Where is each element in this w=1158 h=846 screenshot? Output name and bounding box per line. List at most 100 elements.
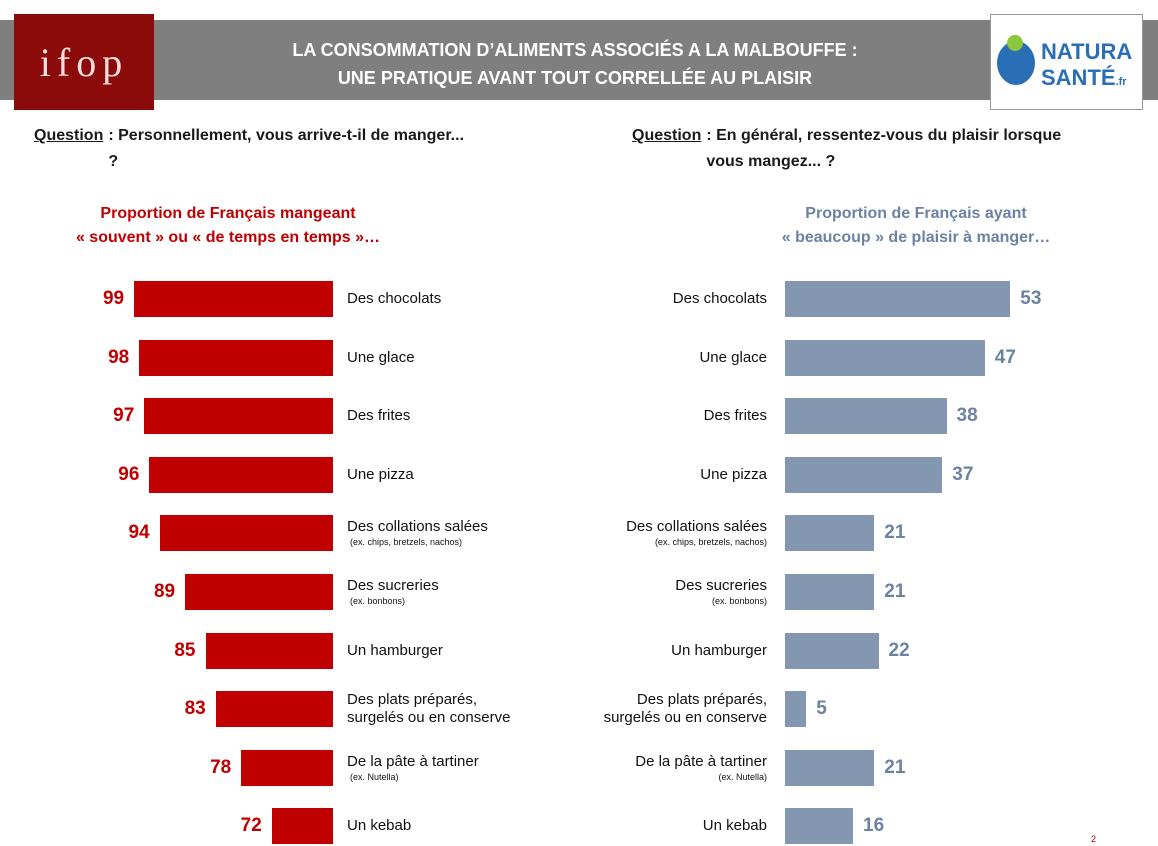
question-label: Question xyxy=(34,127,104,144)
category-text: De la pâte à tartiner xyxy=(635,752,767,770)
value-label: 5 xyxy=(816,698,827,720)
category-text: Un kebab xyxy=(347,817,412,835)
category-text: Des frites xyxy=(347,407,411,425)
category-note: (ex. Nutella) xyxy=(350,771,399,782)
bar xyxy=(144,398,333,435)
value-label: 22 xyxy=(888,639,910,661)
subtitle-line: Proportion de Français ayant xyxy=(805,205,1027,222)
bar xyxy=(785,749,875,786)
page-number: 2 xyxy=(1090,834,1096,844)
value-label: 21 xyxy=(884,522,906,544)
question-text: : En général, ressentez-vous du plaisir … xyxy=(706,127,1062,170)
value-label: 97 xyxy=(113,405,135,427)
bar xyxy=(241,749,333,786)
logo-text: SANTÉ.fr xyxy=(1041,65,1127,91)
logo-text: SANTÉ xyxy=(1041,65,1116,90)
category-note: (ex. Nutella) xyxy=(718,771,767,782)
category-label: Une pizza xyxy=(347,466,532,484)
category-text: Un kebab xyxy=(702,817,767,835)
bar xyxy=(215,691,333,728)
category-note: (ex. chips, bretzels, nachos) xyxy=(350,537,463,548)
category-text: Une glace xyxy=(699,348,767,366)
bar xyxy=(785,808,853,845)
value-label: 83 xyxy=(184,698,206,720)
value-label: 47 xyxy=(994,346,1016,368)
bar xyxy=(149,456,333,493)
category-label: Un kebab xyxy=(582,817,767,835)
category-label: Des sucreries (ex. bonbons) xyxy=(582,577,767,607)
logo-natura: NATURA SANTÉ.fr xyxy=(990,14,1143,110)
category-label: Des plats préparés, surgelés ou en conse… xyxy=(347,691,532,727)
subtitle-line: « beaucoup » de plaisir à manger… xyxy=(781,229,1051,246)
subtitle: Proportion de Français ayant « beaucoup »… xyxy=(716,202,1116,250)
bar xyxy=(785,691,807,728)
category-label: Des frites xyxy=(347,407,532,425)
bar xyxy=(139,339,333,376)
bar xyxy=(185,574,333,610)
value-label: 16 xyxy=(863,815,885,837)
category-label: Une glace xyxy=(582,349,767,367)
value-label: 53 xyxy=(1020,288,1042,309)
category-text: Une pizza xyxy=(700,465,767,483)
value-label: 37 xyxy=(952,463,974,485)
question-label: Question xyxy=(632,127,702,144)
logo-text: NATURA xyxy=(1041,39,1133,64)
value-label: 98 xyxy=(108,346,130,368)
category-text: Un hamburger xyxy=(671,641,767,659)
category-text: Des collations salées xyxy=(626,518,767,536)
bar xyxy=(271,808,333,845)
value-label: 89 xyxy=(153,581,176,602)
category-label: Un kebab xyxy=(347,817,532,835)
value-label: 21 xyxy=(884,756,906,778)
question: Question : En général, ressentez-vous du… xyxy=(632,123,1062,175)
category-label: Des collations salées (ex. chips, bretzel… xyxy=(582,518,767,548)
subtitle: Proportion de Français mangeant « souvent… xyxy=(28,202,428,250)
value-label: 21 xyxy=(884,581,906,602)
title-line: UNE PRATIQUE AVANT TOUT CORRELLÉE AU PLA… xyxy=(337,68,813,88)
category-note: (ex. chips, bretzels, nachos) xyxy=(654,537,767,548)
category-label: Des sucreries (ex. bonbons) xyxy=(347,577,532,607)
category-text: Une pizza xyxy=(347,465,414,483)
category-label: Une glace xyxy=(347,349,532,367)
value-label: 96 xyxy=(118,463,140,485)
bar xyxy=(785,456,943,493)
bar xyxy=(785,632,879,669)
category-label: Des collations salées (ex. chips, bretzel… xyxy=(347,518,532,548)
category-text: Des chocolats xyxy=(672,290,767,307)
value-label: 94 xyxy=(128,522,150,544)
logo-suffix: .fr xyxy=(1115,76,1127,88)
bar xyxy=(134,281,333,317)
bar xyxy=(785,339,985,376)
category-label: Un hamburger xyxy=(582,642,767,660)
category-text: Des frites xyxy=(703,407,767,425)
category-text: Des chocolats xyxy=(347,290,442,307)
subtitle-line: « souvent » ou « de temps en temps »… xyxy=(75,229,381,246)
category-text: Des collations salées xyxy=(347,518,488,536)
logo-ifop: ifop xyxy=(14,14,154,110)
category-note: (ex. bonbons) xyxy=(350,596,406,606)
question: Question : Personnellement, vous arrive-… xyxy=(34,123,464,175)
question-text: : Personnellement, vous arrive-t-il de m… xyxy=(108,127,465,170)
value-label: 99 xyxy=(102,288,125,309)
category-text: Un hamburger xyxy=(347,641,443,659)
category-text: Des sucreries xyxy=(675,577,767,594)
bar xyxy=(785,574,875,610)
category-label: De la pâte à tartiner (ex. Nutella) xyxy=(582,753,767,783)
header-band xyxy=(0,20,1158,100)
category-text: Des sucreries xyxy=(347,577,439,594)
category-text: De la pâte à tartiner xyxy=(347,752,479,770)
category-text: Une glace xyxy=(347,348,415,366)
bar xyxy=(785,398,947,435)
title-line: LA CONSOMMATION D’ALIMENTS ASSOCIÉS A LA… xyxy=(292,40,858,60)
value-label: 38 xyxy=(956,405,978,427)
category-label: Une pizza xyxy=(582,466,767,484)
category-label: Un hamburger xyxy=(347,642,532,660)
category-label: Des chocolats xyxy=(347,290,532,308)
bar xyxy=(159,515,333,552)
category-note: (ex. bonbons) xyxy=(711,596,767,606)
category-text: Des plats préparés, surgelés ou en conse… xyxy=(603,691,767,727)
value-label: 78 xyxy=(210,756,232,778)
bar xyxy=(785,281,1011,317)
value-label: 85 xyxy=(174,639,196,661)
